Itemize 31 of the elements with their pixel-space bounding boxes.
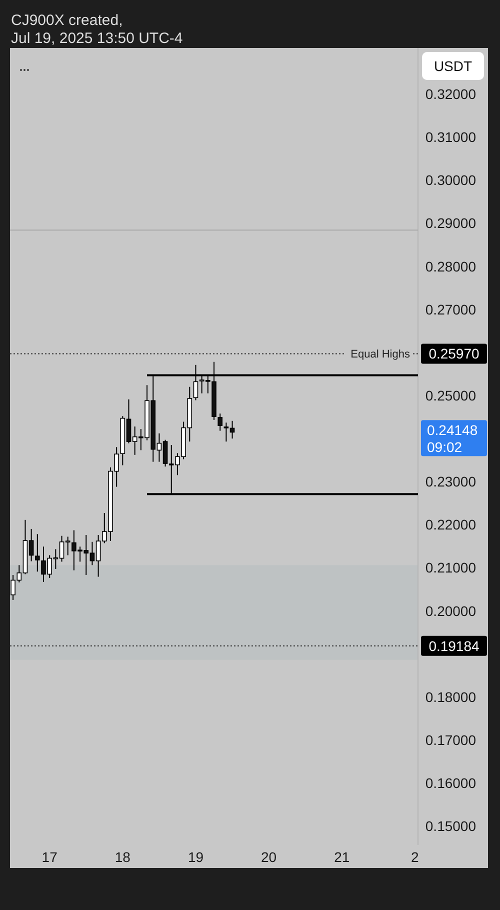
y-tick-label: 0.30000 xyxy=(425,172,476,188)
y-tick-label: 0.32000 xyxy=(425,86,476,102)
y-tick-label: 0.29000 xyxy=(425,215,476,232)
x-tick-label: 19 xyxy=(188,849,204,865)
y-tick-label: 0.31000 xyxy=(425,129,476,146)
x-tick-label: 17 xyxy=(42,849,58,865)
y-tick-label: 0.15000 xyxy=(425,818,476,834)
text: 0.19184 xyxy=(428,638,480,654)
y-tick-label: 0.23000 xyxy=(425,474,476,490)
y-tick-label: 0.20000 xyxy=(425,602,476,619)
y-tick-label: 0.28000 xyxy=(425,258,476,274)
y-tick-label: 0.25000 xyxy=(425,387,476,404)
y-tick-label: 0.16000 xyxy=(425,774,476,791)
text: CJ900X created, xyxy=(11,12,123,29)
text: Jul 19, 2025 13:50 UTC-4 xyxy=(11,30,183,47)
x-tick-label: 21 xyxy=(334,849,350,865)
candlestick xyxy=(218,413,222,432)
x-tick-label: 18 xyxy=(114,849,131,865)
text: 0.24148 xyxy=(427,422,478,438)
text: USDT xyxy=(434,58,472,74)
x-tick-label: 20 xyxy=(261,849,277,865)
candlestick xyxy=(35,534,40,572)
y-tick-label: 0.22000 xyxy=(425,516,476,533)
text: 0.25970 xyxy=(428,346,480,362)
y-tick-label: 0.21000 xyxy=(425,560,476,576)
ref-line-label: Equal Highs xyxy=(350,348,410,361)
x-tick-label: 2 xyxy=(411,849,420,865)
y-tick-label: 0.27000 xyxy=(425,301,476,318)
y-tick-label: 0.17000 xyxy=(425,732,476,748)
y-tick-label: 0.18000 xyxy=(425,688,476,705)
text: 09:02 xyxy=(427,439,462,456)
